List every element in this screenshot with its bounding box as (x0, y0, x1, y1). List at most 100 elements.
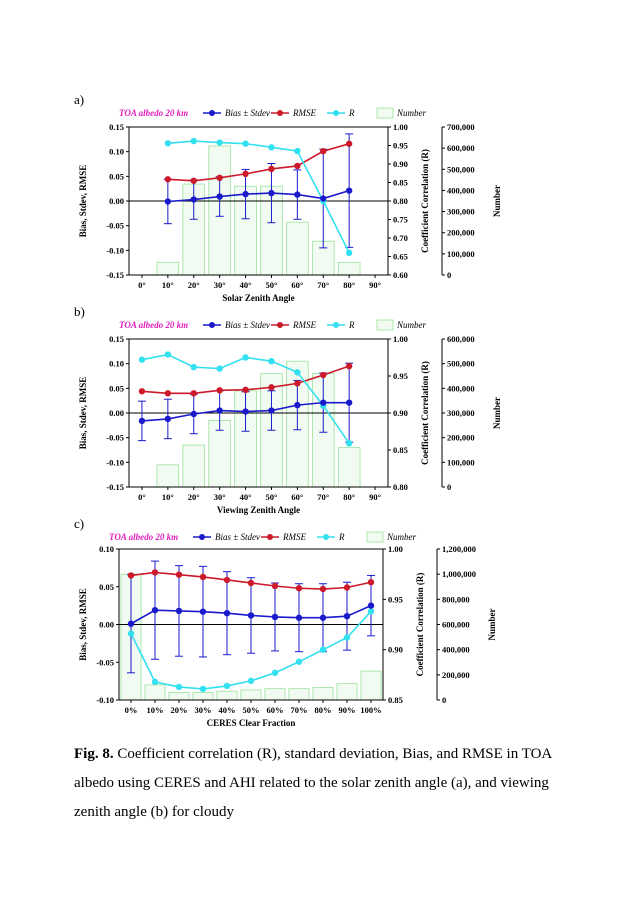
left-tick-label: 0.10 (99, 544, 114, 554)
bias-point (242, 190, 249, 198)
right-axis-label: Coefficient Correlation (R) (415, 573, 425, 677)
number-tick-label: 200,000 (447, 228, 475, 238)
number-bar (168, 692, 190, 701)
legend-number-swatch (366, 531, 384, 543)
number-bar (312, 687, 334, 701)
number-bar (337, 261, 361, 276)
x-tick-label: 100% (360, 705, 381, 715)
left-tick-label: -0.10 (106, 245, 124, 255)
right-tick-label: 0.90 (393, 408, 408, 418)
bias-point (216, 407, 223, 414)
rmse-point (190, 177, 197, 184)
left-tick-label: 0.05 (99, 582, 114, 592)
bias-point (190, 410, 197, 418)
right-tick-label: 0.85 (388, 695, 403, 705)
rmse-point (345, 362, 353, 370)
bias-point (138, 417, 146, 425)
legend-number-swatch (376, 319, 394, 331)
right-tick-label: 0.95 (388, 594, 403, 604)
bias-point (319, 614, 327, 621)
x-tick-label: 40% (219, 705, 236, 715)
x-axis-label: Viewing Zenith Angle (217, 505, 300, 515)
r-point (127, 630, 135, 637)
rmse-point (164, 390, 172, 397)
rmse-point (271, 582, 279, 590)
rmse-point (190, 390, 197, 397)
number-tick-label: 100,000 (447, 457, 475, 467)
legend-bias-label: Bias ± Stdev (225, 108, 270, 118)
right-tick-label: 0.75 (393, 215, 408, 225)
bias-point (151, 606, 159, 614)
bias-point (345, 187, 353, 194)
number-bar (360, 670, 382, 701)
rmse-point (343, 584, 351, 591)
rmse-point (294, 162, 301, 170)
left-tick-label: 0.05 (109, 171, 124, 181)
left-tick-label: 0.15 (109, 334, 124, 344)
x-tick-label: 50° (265, 280, 277, 290)
legend-rmse-label: RMSE (282, 532, 306, 542)
panel-label-a: a) (74, 92, 85, 107)
x-tick-label: 90° (369, 280, 381, 290)
right-tick-label: 0.80 (393, 482, 408, 492)
right-axis-label: Coefficient Correlation (R) (420, 361, 430, 465)
number-axis-label: Number (487, 608, 497, 640)
caption-label: Fig. 8. (74, 746, 114, 762)
x-tick-label: 90° (369, 492, 381, 502)
number-bar (192, 692, 214, 701)
x-axis-label: Solar Zenith Angle (222, 293, 294, 303)
rmse-point (127, 572, 135, 579)
number-bar (182, 444, 206, 488)
x-tick-label: 50° (265, 492, 277, 502)
left-tick-label: 0.05 (109, 383, 124, 393)
left-tick-label: -0.05 (106, 221, 124, 231)
number-tick-label: 400,000 (442, 645, 470, 655)
bias-point (223, 609, 231, 617)
right-tick-label: 0.90 (388, 645, 403, 655)
right-tick-label: 0.95 (393, 371, 408, 381)
rmse-point (242, 170, 249, 178)
rmse-point (345, 140, 353, 147)
caption-text: Coefficient correlation (R), standard de… (74, 746, 552, 820)
r-point (216, 365, 223, 372)
r-point (138, 356, 146, 363)
r-point (268, 358, 275, 365)
legend-rmse-marker (267, 534, 273, 540)
x-tick-label: 60% (267, 705, 284, 715)
right-tick-label: 1.00 (393, 334, 408, 344)
r-point (268, 144, 275, 151)
number-tick-label: 600,000 (447, 143, 475, 153)
figure-caption: Fig. 8. Coefficient correlation (R), sta… (74, 740, 574, 827)
rmse-point (216, 387, 223, 394)
r-point (294, 147, 301, 155)
r-point (345, 440, 353, 447)
number-tick-label: 1,200,000 (442, 544, 476, 554)
left-axis-label: Bias, Stdev, RMSE (78, 377, 88, 450)
rmse-point (151, 569, 159, 576)
bias-line (167, 189, 350, 203)
rmse-point (295, 585, 303, 592)
legend-bias-label: Bias ± Stdev (225, 320, 270, 330)
legend-bias-marker (199, 534, 205, 540)
number-tick-label: 1,000,000 (442, 569, 476, 579)
rmse-point (268, 165, 275, 173)
rmse-point (247, 579, 255, 587)
panel-label-c: c) (74, 516, 85, 531)
legend-number-swatch (376, 107, 394, 119)
chart-viewing-zenith: 0.15 0.10 0.05 0.00 -0.05 -0.10 -0.15 1.00 0.95 0… (78, 319, 502, 515)
number-bar (156, 261, 180, 276)
rmse-point (138, 388, 146, 395)
rmse-point (320, 147, 327, 155)
right-tick-label: 0.65 (393, 252, 408, 262)
rmse-point (164, 176, 172, 183)
legend-bias-marker (209, 110, 215, 116)
r-point (216, 139, 223, 146)
bias-point (268, 189, 275, 197)
x-tick-label: 10° (162, 492, 174, 502)
x-tick-label: 80° (343, 280, 355, 290)
legend-title: TOA albedo 20 km (119, 320, 188, 330)
legend-rmse-marker (277, 322, 283, 328)
left-tick-label: 0.10 (109, 147, 124, 157)
number-tick-label: 200,000 (447, 433, 475, 443)
r-point (319, 646, 327, 653)
